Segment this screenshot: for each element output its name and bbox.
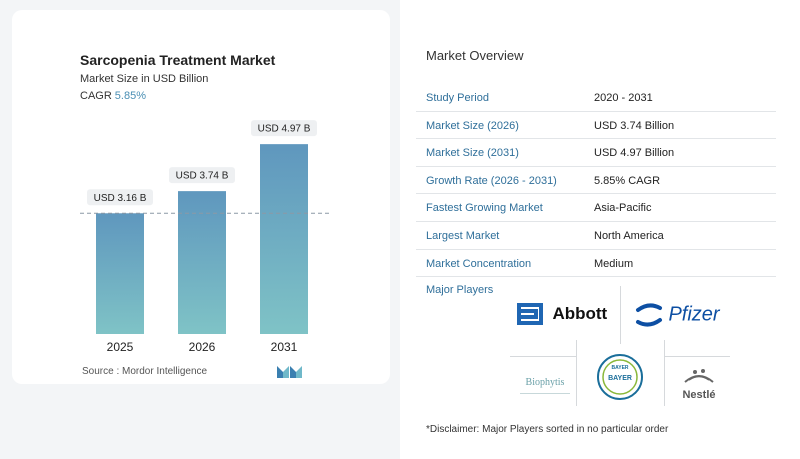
x-tick-label: 2026 <box>189 340 216 354</box>
row-label: Growth Rate (2026 - 2031) <box>426 174 557 187</box>
abbott-mark-icon <box>517 303 543 325</box>
cagr-value: 5.85% <box>114 90 146 102</box>
table-row: Largest Market North America <box>416 222 776 250</box>
row-label: Market Size (2031) <box>426 147 519 160</box>
biophytis-logo: Biophytis <box>520 372 570 394</box>
x-tick-label: 2025 <box>107 340 134 354</box>
row-label: Market Concentration <box>426 257 532 270</box>
bayer-vertical-text: BAYER <box>611 365 628 371</box>
bayer-horizontal-text: BAYER <box>608 375 632 382</box>
table-row: Growth Rate (2026 - 2031) 5.85% CAGR <box>416 167 776 195</box>
data-label-bg <box>251 120 317 137</box>
data-label-bg <box>87 189 153 206</box>
mordor-intelligence-logo-icon <box>277 366 302 378</box>
logo-divider <box>576 340 577 406</box>
row-label: Study Period <box>426 92 489 104</box>
abbott-logo: Abbott <box>516 303 607 325</box>
table-row: Market Size (2026) USD 3.74 Billion <box>416 112 776 140</box>
data-label: USD 4.97 B <box>258 124 311 135</box>
row-value: North America <box>594 229 664 242</box>
bar-2025 <box>96 213 144 334</box>
row-value: Medium <box>594 257 634 270</box>
source-label: Source : Mordor Intelligence <box>82 366 208 377</box>
major-players-label: Major Players <box>426 284 494 296</box>
table-row: Market Size (2031) USD 4.97 Billion <box>416 139 776 167</box>
row-label: Fastest Growing Market <box>426 202 543 215</box>
pfizer-wordmark: Pfizer <box>668 303 720 326</box>
row-value: Asia-Pacific <box>594 202 652 215</box>
row-value: 5.85% CAGR <box>594 174 661 187</box>
bar-2026 <box>178 191 226 334</box>
biophytis-wordmark: Biophytis <box>525 377 565 388</box>
cagr-label: CAGR <box>80 90 112 102</box>
abbott-wordmark: Abbott <box>552 304 608 323</box>
overview-title: Market Overview <box>426 48 524 63</box>
logo-divider <box>510 356 576 357</box>
pfizer-pill-icon <box>636 303 662 327</box>
data-label: USD 3.74 B <box>176 171 229 182</box>
data-label: USD 3.16 B <box>94 193 147 204</box>
logo-divider <box>664 340 665 406</box>
row-value: USD 4.97 Billion <box>594 147 675 160</box>
row-value: USD 3.74 Billion <box>594 119 675 132</box>
bayer-cross-logo: BAYER BAYER <box>597 354 643 400</box>
cagr-line: CAGR 5.85% <box>80 90 146 102</box>
x-tick-label: 2031 <box>271 340 298 354</box>
nestle-nest-icon <box>684 369 714 383</box>
logo-divider <box>664 356 730 357</box>
row-value: 2020 - 2031 <box>594 92 653 104</box>
table-row: Study Period 2020 - 2031 <box>416 84 776 112</box>
chart-subtitle: Market Size in USD Billion <box>80 73 209 85</box>
nestle-logo: Nestlé <box>676 364 722 401</box>
row-label: Largest Market <box>426 229 500 242</box>
row-label: Market Size (2026) <box>426 119 519 132</box>
disclaimer-text: *Disclaimer: Major Players sorted in no … <box>426 424 669 435</box>
pfizer-logo: Pfizer <box>634 300 720 330</box>
chart-title: Sarcopenia Treatment Market <box>80 52 276 68</box>
overview-table: Study Period 2020 - 2031 Market Size (202… <box>416 84 776 278</box>
bar-2031 <box>260 144 308 334</box>
logo-divider <box>620 286 621 344</box>
biophytis-underline <box>520 393 570 394</box>
data-label-bg <box>169 167 235 184</box>
nestle-wordmark: Nestlé <box>682 389 716 401</box>
bar-chart: USD 3.16 B 2025 USD 3.74 B 2026 USD 4.97 B 20… <box>80 120 330 354</box>
table-row: Fastest Growing Market Asia-Pacific <box>416 194 776 222</box>
table-row: Market Concentration Medium <box>416 250 776 278</box>
